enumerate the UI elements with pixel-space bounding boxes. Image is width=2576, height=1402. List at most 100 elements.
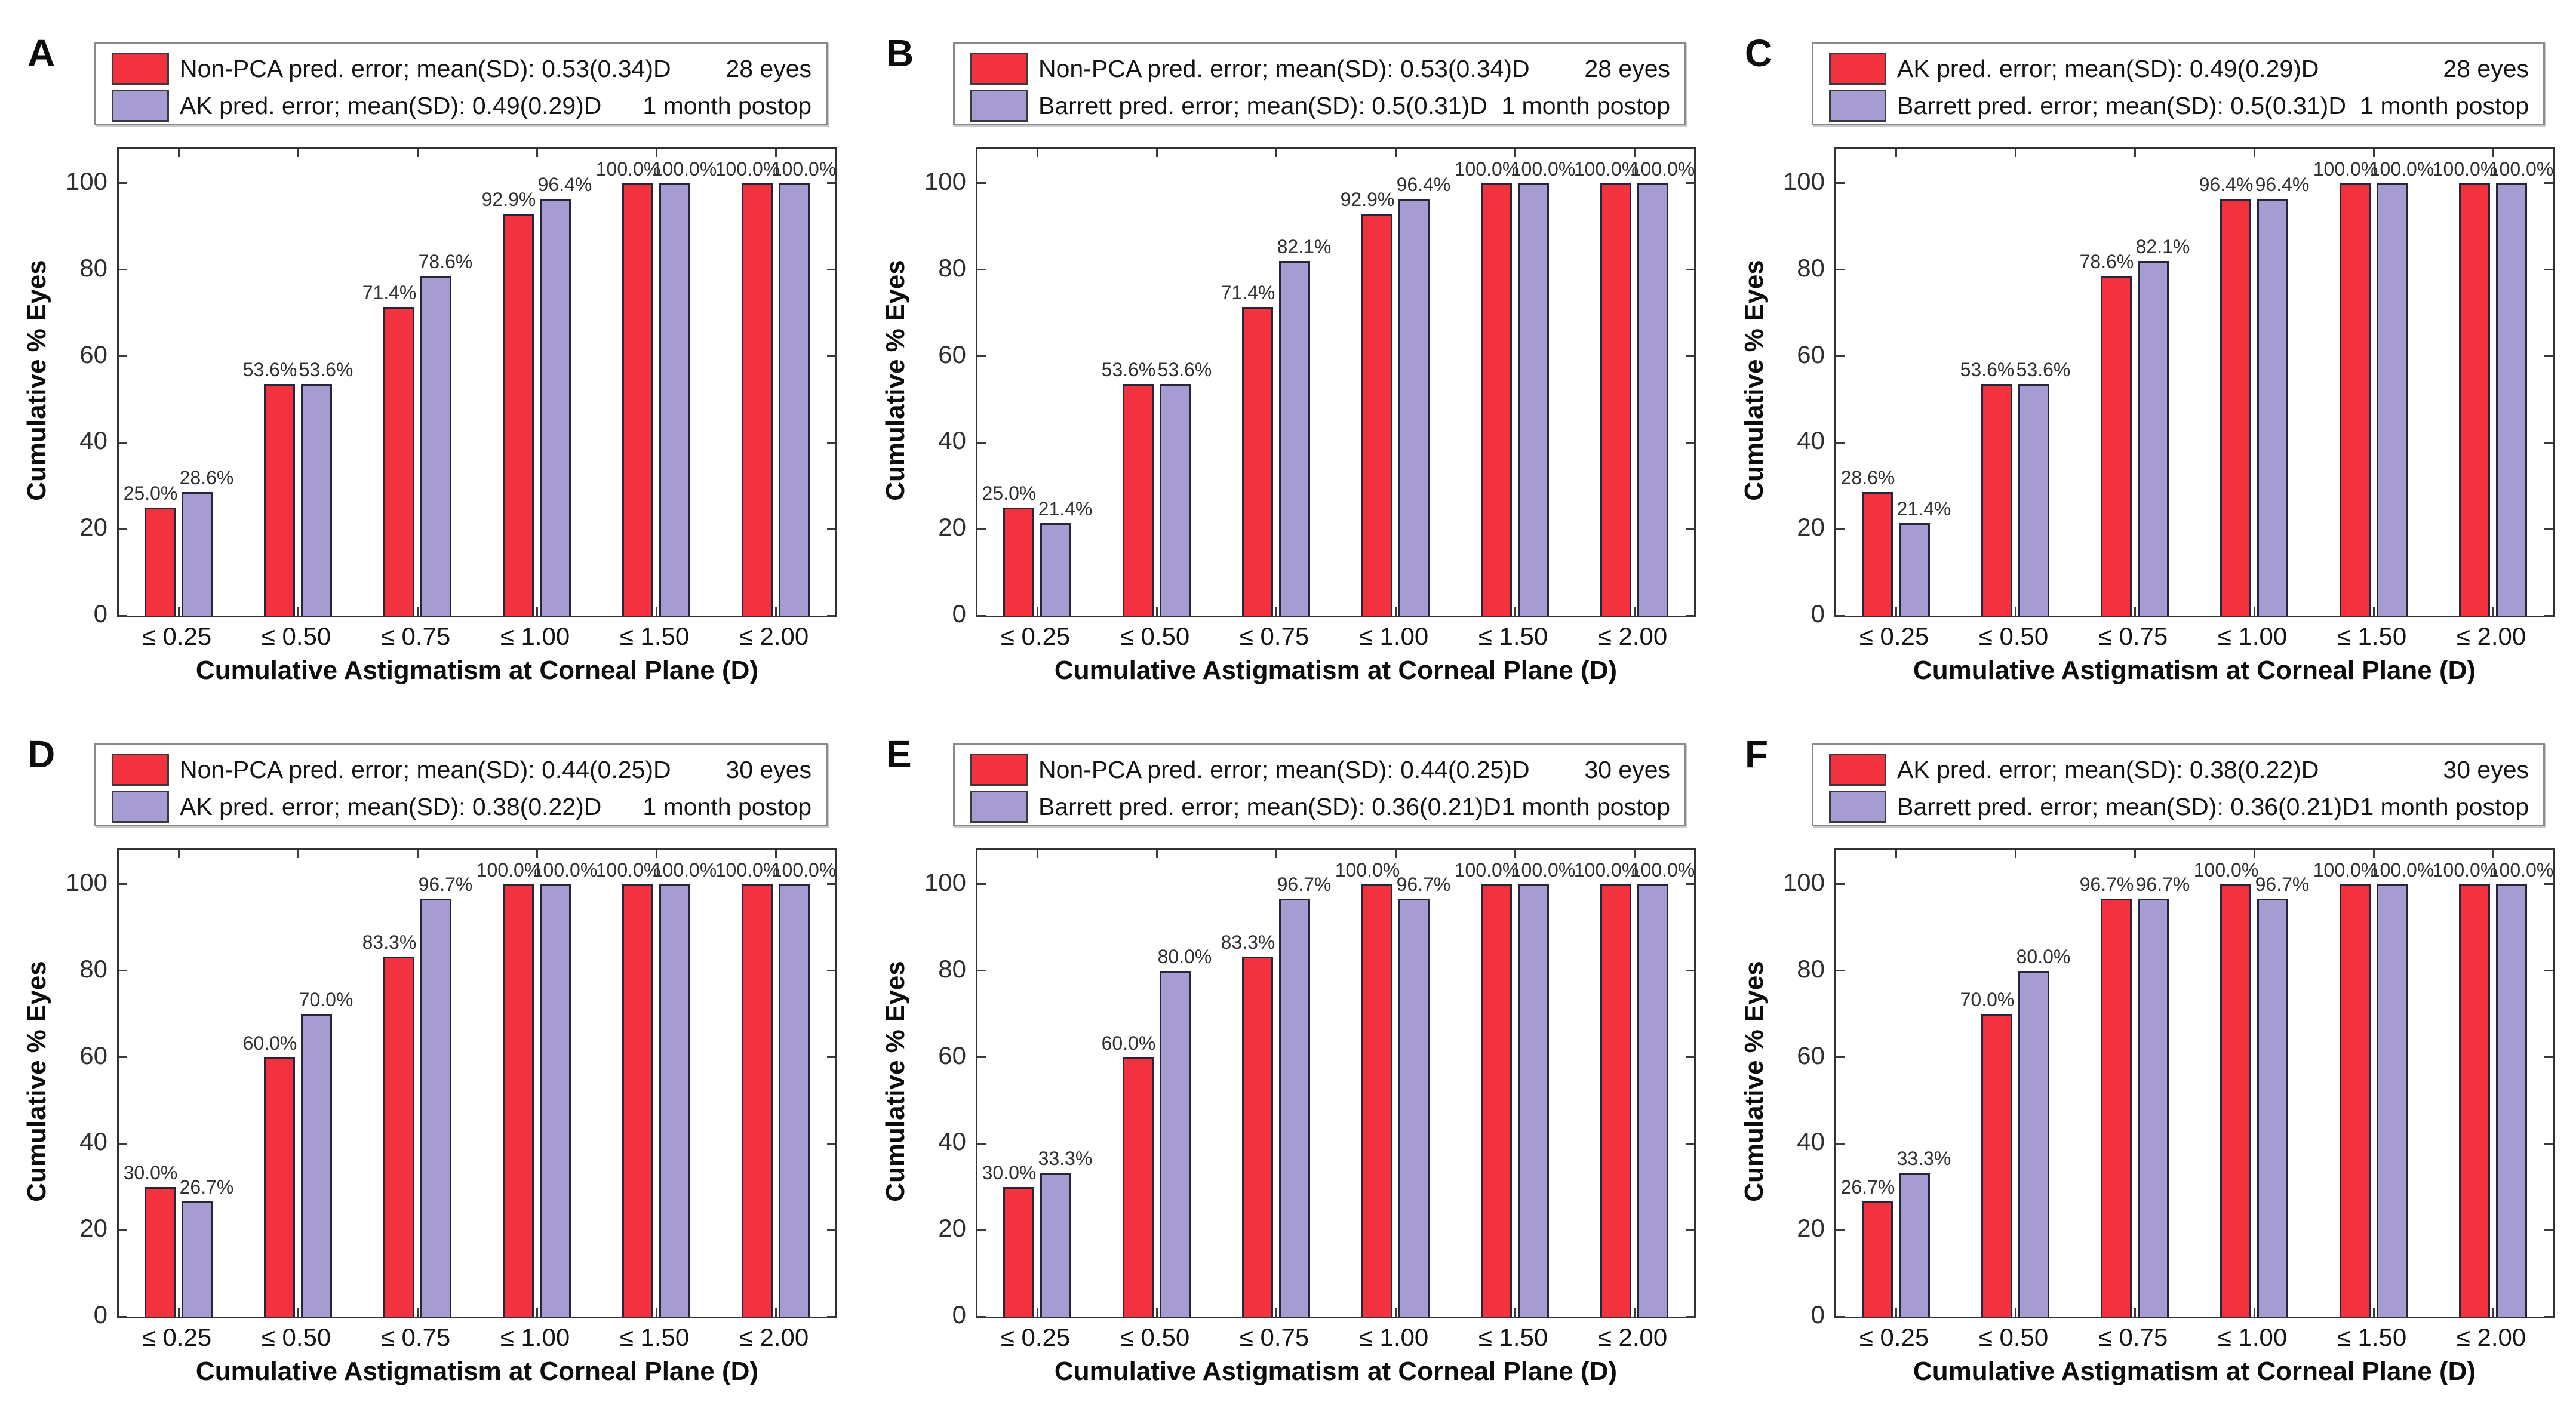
bar-value-label: 82.1%: [2135, 235, 2190, 257]
x-tick-label: ≤ 0.50: [1978, 1323, 2049, 1351]
x-tick-mark: [297, 607, 299, 616]
bar-red: [145, 508, 176, 616]
bar-value-label: 96.4%: [2199, 174, 2254, 195]
x-tick-mark: [2492, 607, 2494, 616]
bar-value-label: 100.0%: [651, 158, 717, 180]
x-tick-mark: [1514, 607, 1516, 616]
bar-value-label: 100.0%: [715, 859, 780, 881]
x-tick-mark: [2014, 1308, 2016, 1317]
x-tick-mark: [1275, 607, 1277, 616]
panel-letter: B: [886, 32, 914, 75]
y-tick-mark: [1686, 1056, 1694, 1059]
bar-purple: [2377, 884, 2408, 1317]
plot-area: 26.7% 33.3% 70.0% 80.0% 96.7% 96.7% 100.0% 96.7…: [1834, 848, 2555, 1318]
y-tick-mark: [1836, 182, 1845, 185]
y-tick-mark: [119, 1142, 127, 1145]
x-tick-mark: [177, 850, 180, 858]
y-tick-mark: [1836, 883, 1845, 886]
y-tick-mark: [1836, 1056, 1845, 1059]
y-tick-mark: [1836, 1315, 1845, 1318]
x-tick-label: ≤ 1.00: [500, 622, 570, 650]
x-tick-label: ≤ 0.50: [1120, 1323, 1190, 1351]
legend-label: Non-PCA pred. error; mean(SD): 0.44(0.25…: [180, 756, 671, 783]
bar-value-label: 100.0%: [1573, 158, 1639, 180]
y-tick-mark: [827, 970, 835, 972]
panel-f: F AK pred. error; mean(SD): 0.38(0.22)D Ba…: [1717, 701, 2576, 1402]
bar-value-label: 92.9%: [481, 189, 536, 211]
bar-purple: [1637, 183, 1668, 616]
y-tick-label: 80: [938, 253, 966, 282]
bar-purple: [2018, 383, 2049, 616]
y-tick-label: 100: [1782, 167, 1825, 195]
legend-label: Non-PCA pred. error; mean(SD): 0.53(0.34…: [180, 55, 671, 82]
bar-purple: [779, 183, 810, 616]
bar-purple: [182, 1201, 213, 1317]
x-tick-mark: [2014, 607, 2016, 616]
eyes-count: 30 eyes: [1584, 756, 1670, 783]
x-axis-label: Cumulative Astigmatism at Corneal Plane …: [1054, 656, 1618, 685]
x-tick-mark: [1895, 149, 1897, 157]
bar-value-label: 78.6%: [2079, 250, 2134, 272]
x-tick-mark: [1155, 850, 1158, 858]
legend-swatch-purple: [112, 791, 169, 823]
bar-red: [1123, 1057, 1154, 1317]
x-tick-mark: [1633, 607, 1636, 616]
bar-purple: [2377, 183, 2408, 616]
x-tick-mark: [416, 850, 419, 858]
bar-value-label: 78.6%: [418, 250, 473, 272]
panel-e: E Non-PCA pred. error; mean(SD): 0.44(0.2…: [859, 701, 1717, 1402]
bar-value-label: 71.4%: [362, 282, 417, 303]
x-tick-mark: [297, 850, 299, 858]
bar-value-label: 100.0%: [2432, 158, 2498, 180]
legend-swatch-red: [970, 53, 1028, 85]
y-tick-mark: [119, 182, 127, 185]
bar-purple: [1899, 1172, 1930, 1317]
y-tick-label: 20: [79, 1214, 107, 1243]
x-tick-mark: [774, 149, 777, 157]
bar-value-label: 100.0%: [532, 859, 598, 881]
bar-value-label: 100.0%: [2313, 859, 2378, 881]
x-tick-mark: [297, 149, 299, 157]
x-tick-label: ≤ 1.00: [1358, 622, 1429, 650]
x-tick-mark: [1036, 149, 1038, 157]
bar-value-label: 100.0%: [1454, 158, 1520, 180]
x-axis-label: Cumulative Astigmatism at Corneal Plane …: [195, 1357, 759, 1386]
bar-red: [145, 1186, 176, 1317]
legend-label: Non-PCA pred. error; mean(SD): 0.44(0.25…: [1038, 756, 1530, 783]
y-tick-mark: [827, 614, 835, 617]
y-tick-label: 0: [1810, 1300, 1825, 1329]
x-tick-mark: [1895, 850, 1897, 858]
plot-area: 28.6% 21.4% 53.6% 53.6% 78.6% 82.1% 96.4% 96.4%…: [1834, 147, 2555, 617]
x-tick-label: ≤ 0.50: [261, 1323, 331, 1351]
bar-red: [742, 183, 773, 616]
x-tick-label: ≤ 1.50: [2337, 1323, 2407, 1351]
bar-purple: [182, 491, 213, 616]
bar-purple: [1040, 1172, 1071, 1317]
x-tick-mark: [1394, 149, 1397, 157]
x-tick-label: ≤ 0.75: [1239, 622, 1309, 650]
y-tick-mark: [827, 1315, 835, 1318]
y-tick-label: 60: [1797, 340, 1825, 368]
bar-value-label: 53.6%: [2016, 358, 2071, 380]
y-tick-mark: [977, 441, 986, 444]
bar-red: [1361, 214, 1392, 616]
legend-swatch-purple: [112, 90, 169, 122]
y-tick-mark: [119, 528, 127, 530]
bar-purple: [1398, 199, 1430, 616]
x-tick-mark: [536, 149, 538, 157]
y-tick-mark: [119, 441, 127, 444]
panel-letter: E: [886, 733, 912, 776]
y-tick-label: 100: [65, 167, 107, 195]
bar-red: [1242, 307, 1273, 616]
bar-value-label: 33.3%: [1896, 1147, 1951, 1169]
x-tick-label: ≤ 0.75: [380, 1323, 451, 1351]
y-tick-mark: [977, 1315, 986, 1318]
plot-area: 30.0% 26.7% 60.0% 70.0% 83.3% 96.7% 100.0% 100.…: [117, 848, 837, 1318]
legend-label: AK pred. error; mean(SD): 0.38(0.22)D: [180, 793, 602, 820]
bar-value-label: 100.0%: [2193, 859, 2259, 881]
y-tick-mark: [827, 441, 835, 444]
x-tick-label: ≤ 0.75: [2098, 1323, 2168, 1351]
y-tick-label: 40: [79, 1127, 107, 1156]
bar-value-label: 53.6%: [1960, 358, 2015, 380]
